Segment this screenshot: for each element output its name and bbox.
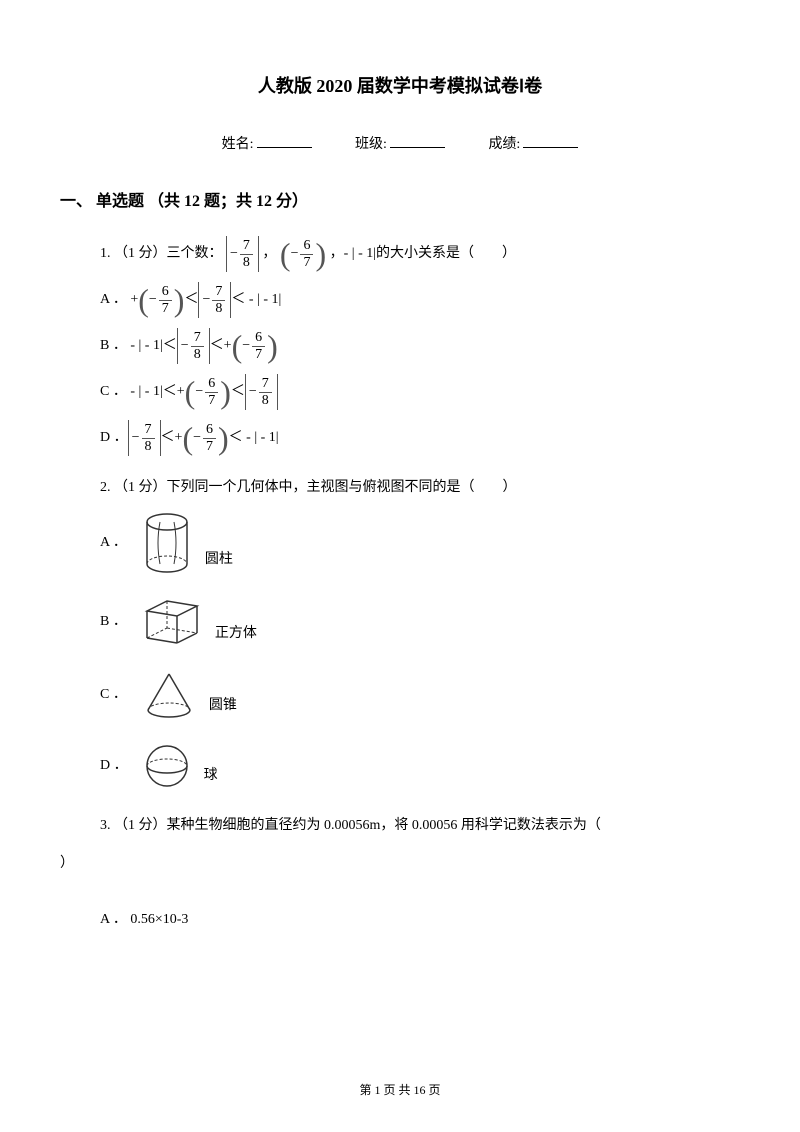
q2-optD-label: D ． xyxy=(100,752,128,780)
q3-text: 3. （1 分）某种生物细胞的直径约为 0.00056m，将 0.00056 用… xyxy=(100,812,700,840)
question-1: 1. （1 分）三个数： −78 ， (−67) ，- | - 1|的大小关系是… xyxy=(100,236,700,456)
q2-optD-text: 球 xyxy=(204,762,218,790)
q1-option-b[interactable]: B ． - | - 1|＜ −78 ＜+ (−67) xyxy=(100,328,700,364)
q1-mid2: ，- | - 1|的大小关系是（ ） xyxy=(330,247,516,262)
q2-option-c[interactable]: C ． 圆锥 xyxy=(100,670,700,720)
name-label: 姓名: xyxy=(222,137,254,152)
cube-icon xyxy=(142,596,202,648)
q2-option-d[interactable]: D ． 球 xyxy=(100,742,700,790)
q1-optA-mid: ＜ xyxy=(184,286,198,314)
page-footer: 第 1 页 共 16 页 xyxy=(0,1080,800,1102)
q1-optC-mid: ＜ xyxy=(231,378,245,406)
q1-optB-label: B ． - | - 1|＜ xyxy=(100,332,177,360)
q1-optD-end: ＜ - | - 1| xyxy=(229,424,279,452)
question-3: 3. （1 分）某种生物细胞的直径约为 0.00056m，将 0.00056 用… xyxy=(100,812,700,934)
q2-optA-text: 圆柱 xyxy=(205,546,233,574)
q1-mid1: ， xyxy=(262,247,280,262)
q2-option-a[interactable]: A ． 圆柱 xyxy=(100,512,700,574)
q1-optA-end: ＜ - | - 1| xyxy=(231,286,281,314)
q1-optC-label: C ． - | - 1|＜+ xyxy=(100,378,185,406)
question-2: 2. （1 分）下列同一个几何体中，主视图与俯视图不同的是（ ） A ． 圆柱 … xyxy=(100,474,700,790)
q2-option-b[interactable]: B ． 正方体 xyxy=(100,596,700,648)
q2-optC-text: 圆锥 xyxy=(209,692,237,720)
student-info-line: 姓名: 班级: 成绩: xyxy=(100,132,700,157)
exam-title: 人教版 2020 届数学中考模拟试卷Ⅰ卷 xyxy=(100,70,700,102)
q1-optD-mid: ＜+ xyxy=(161,424,183,452)
class-blank[interactable] xyxy=(390,147,445,148)
name-blank[interactable] xyxy=(257,147,312,148)
q1-option-d[interactable]: D ． −78 ＜+ (−67) ＜ - | - 1| xyxy=(100,420,700,456)
q1-optB-mid: ＜+ xyxy=(210,332,232,360)
q3-close: ） xyxy=(60,850,700,878)
score-blank[interactable] xyxy=(523,147,578,148)
q2-optB-label: B ． xyxy=(100,608,127,636)
section-header: 一、 单选题 （共 12 题；共 12 分） xyxy=(60,188,700,217)
q2-optB-text: 正方体 xyxy=(215,620,257,648)
sphere-icon xyxy=(143,742,191,790)
q1-text: 1. （1 分）三个数： −78 ， (−67) ，- | - 1|的大小关系是… xyxy=(100,236,700,272)
q3-option-a[interactable]: A ． 0.56×10-3 xyxy=(100,906,700,934)
cone-icon xyxy=(142,670,196,720)
q1-optA-label: A ． + xyxy=(100,286,138,314)
score-label: 成绩: xyxy=(488,137,520,152)
q1-optD-label: D ． xyxy=(100,424,128,452)
q1-option-a[interactable]: A ． + (−67) ＜ −78 ＜ - | - 1| xyxy=(100,282,700,318)
q2-optA-label: A ． xyxy=(100,529,127,557)
q2-optC-label: C ． xyxy=(100,681,127,709)
q2-text: 2. （1 分）下列同一个几何体中，主视图与俯视图不同的是（ ） xyxy=(100,474,700,502)
q1-option-c[interactable]: C ． - | - 1|＜+ (−67) ＜ −78 xyxy=(100,374,700,410)
cylinder-icon xyxy=(142,512,192,574)
q1-prefix: 1. （1 分）三个数： xyxy=(100,247,223,262)
class-label: 班级: xyxy=(355,137,387,152)
